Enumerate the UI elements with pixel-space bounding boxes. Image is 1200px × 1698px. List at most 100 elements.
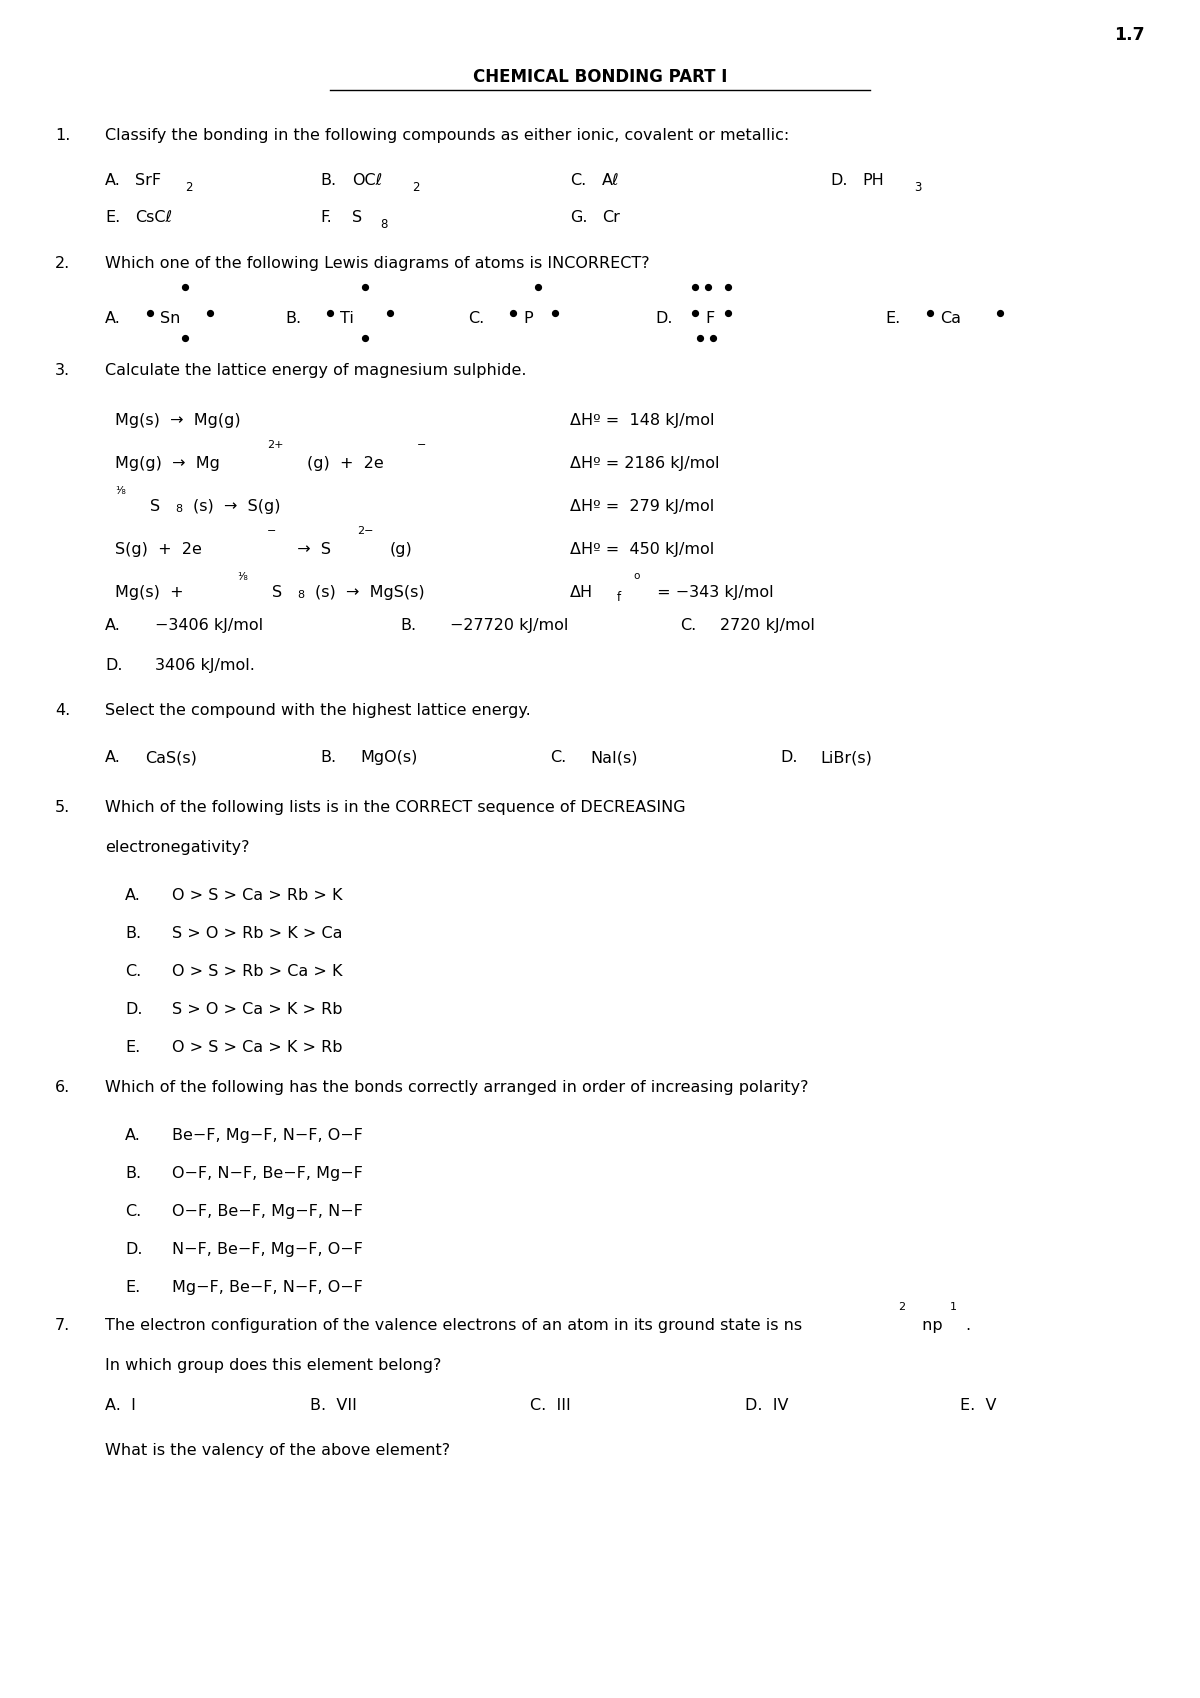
- Text: ¹⁄₈: ¹⁄₈: [238, 572, 247, 582]
- Text: 7.: 7.: [55, 1318, 71, 1333]
- Text: B.  VII: B. VII: [310, 1397, 356, 1413]
- Text: F.: F.: [320, 211, 331, 226]
- Text: O > S > Ca > K > Rb: O > S > Ca > K > Rb: [172, 1039, 342, 1054]
- Text: E.: E.: [125, 1280, 140, 1296]
- Text: S: S: [150, 499, 160, 514]
- Text: Be−F, Mg−F, N−F, O−F: Be−F, Mg−F, N−F, O−F: [172, 1127, 362, 1143]
- Text: In which group does this element belong?: In which group does this element belong?: [106, 1358, 442, 1374]
- Text: Ti: Ti: [340, 311, 354, 326]
- Text: (s)  →  MgS(s): (s) → MgS(s): [314, 586, 425, 599]
- Text: D.: D.: [780, 751, 798, 766]
- Text: .: .: [965, 1318, 970, 1333]
- Text: ¹⁄₈: ¹⁄₈: [115, 486, 126, 496]
- Text: The electron configuration of the valence electrons of an atom in its ground sta: The electron configuration of the valenc…: [106, 1318, 802, 1333]
- Text: A.: A.: [106, 751, 121, 766]
- Text: −3406 kJ/mol: −3406 kJ/mol: [155, 618, 263, 633]
- Text: B.: B.: [125, 1167, 142, 1182]
- Text: 1: 1: [950, 1302, 958, 1313]
- Text: S(g)  +  2e: S(g) + 2e: [115, 542, 202, 557]
- Text: 1.: 1.: [55, 127, 71, 143]
- Text: →  S: → S: [287, 542, 331, 557]
- Text: C.: C.: [125, 964, 142, 980]
- Text: (g): (g): [390, 542, 413, 557]
- Text: C.: C.: [570, 173, 587, 188]
- Text: LiBr(s): LiBr(s): [820, 751, 872, 766]
- Text: C.: C.: [550, 751, 566, 766]
- Text: 8: 8: [298, 589, 304, 599]
- Text: S > O > Rb > K > Ca: S > O > Rb > K > Ca: [172, 925, 342, 941]
- Text: ΔH: ΔH: [570, 586, 593, 599]
- Text: Ca: Ca: [940, 311, 961, 326]
- Text: CaS(s): CaS(s): [145, 751, 197, 766]
- Text: SrF: SrF: [134, 173, 161, 188]
- Text: 3.: 3.: [55, 363, 70, 379]
- Text: E.: E.: [106, 211, 120, 226]
- Text: 2: 2: [898, 1302, 905, 1313]
- Text: ΔHº =  148 kJ/mol: ΔHº = 148 kJ/mol: [570, 413, 714, 428]
- Text: A.: A.: [125, 1127, 140, 1143]
- Text: Mg(g)  →  Mg: Mg(g) → Mg: [115, 457, 220, 470]
- Text: D.  IV: D. IV: [745, 1397, 788, 1413]
- Text: B.: B.: [286, 311, 301, 326]
- Text: 3: 3: [914, 182, 922, 194]
- Text: np: np: [917, 1318, 943, 1333]
- Text: (s)  →  S(g): (s) → S(g): [193, 499, 281, 514]
- Text: 2.: 2.: [55, 256, 71, 272]
- Text: Which of the following lists is in the CORRECT sequence of DECREASING: Which of the following lists is in the C…: [106, 800, 685, 815]
- Text: G.: G.: [570, 211, 588, 226]
- Text: O−F, Be−F, Mg−F, N−F: O−F, Be−F, Mg−F, N−F: [172, 1204, 362, 1219]
- Text: Cr: Cr: [602, 211, 620, 226]
- Text: 4.: 4.: [55, 703, 71, 718]
- Text: D.: D.: [655, 311, 672, 326]
- Text: B.: B.: [400, 618, 416, 633]
- Text: (g)  +  2e: (g) + 2e: [307, 457, 384, 470]
- Text: 6.: 6.: [55, 1080, 71, 1095]
- Text: A.: A.: [106, 311, 121, 326]
- Text: D.: D.: [125, 1241, 143, 1257]
- Text: Calculate the lattice energy of magnesium sulphide.: Calculate the lattice energy of magnesiu…: [106, 363, 527, 379]
- Text: Mg−F, Be−F, N−F, O−F: Mg−F, Be−F, N−F, O−F: [172, 1280, 362, 1296]
- Text: CHEMICAL BONDING PART I: CHEMICAL BONDING PART I: [473, 68, 727, 87]
- Text: What is the valency of the above element?: What is the valency of the above element…: [106, 1443, 450, 1459]
- Text: E.: E.: [125, 1039, 140, 1054]
- Text: 2: 2: [185, 182, 192, 194]
- Text: C.: C.: [468, 311, 485, 326]
- Text: S > O > Ca > K > Rb: S > O > Ca > K > Rb: [172, 1002, 342, 1017]
- Text: Which one of the following Lewis diagrams of atoms is INCORRECT?: Which one of the following Lewis diagram…: [106, 256, 649, 272]
- Text: CsCℓ: CsCℓ: [134, 211, 172, 226]
- Text: ΔHº =  279 kJ/mol: ΔHº = 279 kJ/mol: [570, 499, 714, 514]
- Text: C.: C.: [680, 618, 696, 633]
- Text: f: f: [617, 591, 622, 604]
- Text: C.: C.: [125, 1204, 142, 1219]
- Text: 2: 2: [412, 182, 420, 194]
- Text: 1.7: 1.7: [1115, 25, 1145, 44]
- Text: B.: B.: [320, 751, 336, 766]
- Text: electronegativity?: electronegativity?: [106, 841, 250, 856]
- Text: A.  I: A. I: [106, 1397, 136, 1413]
- Text: 8: 8: [380, 217, 388, 231]
- Text: 8: 8: [175, 504, 182, 514]
- Text: Aℓ: Aℓ: [602, 173, 619, 188]
- Text: 2720 kJ/mol: 2720 kJ/mol: [720, 618, 815, 633]
- Text: PH: PH: [862, 173, 883, 188]
- Text: A.: A.: [106, 618, 121, 633]
- Text: ΔHº = 2186 kJ/mol: ΔHº = 2186 kJ/mol: [570, 457, 720, 470]
- Text: O > S > Rb > Ca > K: O > S > Rb > Ca > K: [172, 964, 342, 980]
- Text: −: −: [266, 526, 276, 537]
- Text: 3406 kJ/mol.: 3406 kJ/mol.: [155, 659, 254, 672]
- Text: O > S > Ca > Rb > K: O > S > Ca > Rb > K: [172, 888, 342, 903]
- Text: −27720 kJ/mol: −27720 kJ/mol: [450, 618, 569, 633]
- Text: Which of the following has the bonds correctly arranged in order of increasing p: Which of the following has the bonds cor…: [106, 1080, 809, 1095]
- Text: S: S: [272, 586, 282, 599]
- Text: E.  V: E. V: [960, 1397, 996, 1413]
- Text: N−F, Be−F, Mg−F, O−F: N−F, Be−F, Mg−F, O−F: [172, 1241, 362, 1257]
- Text: S: S: [352, 211, 362, 226]
- Text: Classify the bonding in the following compounds as either ionic, covalent or met: Classify the bonding in the following co…: [106, 127, 790, 143]
- Text: P: P: [523, 311, 533, 326]
- Text: MgO(s): MgO(s): [360, 751, 418, 766]
- Text: Select the compound with the highest lattice energy.: Select the compound with the highest lat…: [106, 703, 530, 718]
- Text: D.: D.: [106, 659, 122, 672]
- Text: ΔHº =  450 kJ/mol: ΔHº = 450 kJ/mol: [570, 542, 714, 557]
- Text: D.: D.: [125, 1002, 143, 1017]
- Text: A.: A.: [106, 173, 121, 188]
